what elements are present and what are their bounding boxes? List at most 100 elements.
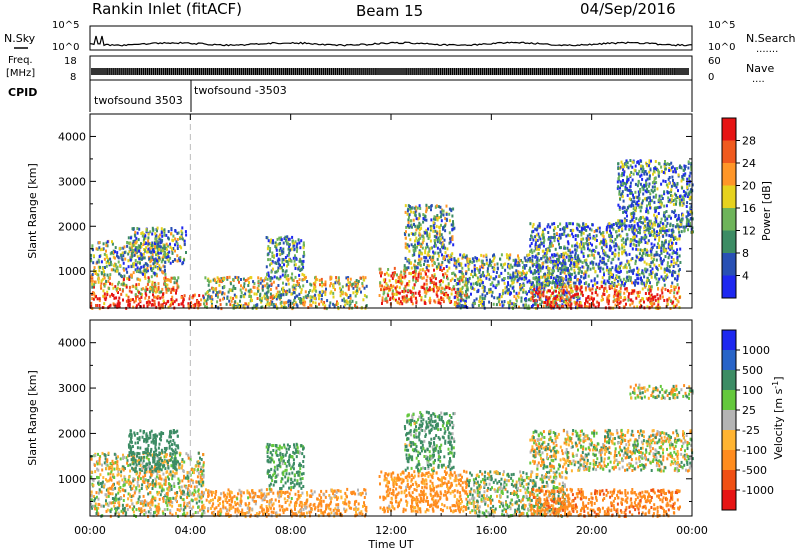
data-cell [154, 250, 157, 254]
data-cell [418, 271, 421, 275]
data-cell [440, 263, 443, 267]
data-cell [267, 245, 270, 249]
data-cell [319, 283, 321, 287]
data-cell [347, 277, 349, 281]
data-cell [419, 223, 422, 227]
data-cell [552, 236, 555, 240]
data-cell [518, 263, 521, 267]
data-cell [659, 296, 662, 300]
data-cell [578, 270, 581, 273]
data-cell [627, 260, 630, 264]
data-cell [546, 248, 549, 252]
data-cell [574, 253, 577, 257]
data-cell [434, 244, 437, 248]
data-cell [182, 298, 185, 302]
data-cell [591, 223, 594, 227]
data-cell [302, 278, 305, 281]
data-cell [588, 242, 590, 246]
data-cell [134, 259, 137, 262]
data-cell [345, 299, 348, 303]
data-cell [651, 302, 654, 306]
data-cell [309, 282, 312, 286]
data-cell [473, 269, 476, 273]
data-cell [180, 246, 183, 250]
data-cell [552, 269, 555, 273]
data-cell [155, 253, 157, 257]
data-cell [129, 242, 132, 246]
data-cell [172, 247, 175, 250]
data-cell [630, 224, 633, 227]
data-cell [515, 297, 518, 301]
data-cell [592, 234, 595, 238]
data-cell [668, 265, 671, 269]
data-cell [347, 276, 350, 280]
data-cell [507, 254, 510, 258]
data-cell [643, 235, 646, 239]
data-cell [173, 281, 176, 285]
data-cell [482, 274, 485, 278]
data-cell [404, 256, 407, 260]
data-cell [688, 174, 691, 178]
data-cell [426, 253, 429, 257]
data-cell [145, 246, 148, 250]
data-cell [508, 304, 511, 308]
data-cell [539, 293, 542, 297]
data-cell [639, 299, 642, 303]
data-cell [216, 293, 219, 297]
data-cell [136, 260, 139, 264]
data-cell [617, 245, 620, 249]
data-cell [384, 297, 387, 301]
data-cell [604, 286, 607, 290]
data-cell [597, 305, 600, 308]
data-cell [582, 255, 585, 258]
data-cell [674, 297, 677, 301]
data-cell [419, 233, 422, 237]
data-cell [625, 280, 627, 284]
data-cell [298, 282, 300, 285]
data-cell [378, 294, 381, 297]
data-cell [199, 302, 202, 306]
data-cell [90, 304, 93, 308]
data-cell [517, 256, 520, 260]
data-cell [142, 304, 145, 308]
data-cell [267, 284, 270, 288]
data-cell [98, 304, 101, 307]
data-cell [519, 287, 522, 291]
data-cell [481, 304, 484, 307]
data-cell [426, 259, 429, 263]
data-cell [428, 286, 431, 290]
data-cell [622, 165, 625, 168]
data-cell [666, 302, 669, 306]
data-cell [489, 290, 492, 294]
data-cell [135, 246, 138, 250]
data-cell [286, 264, 288, 268]
data-cell [349, 302, 352, 306]
data-cell [415, 299, 418, 303]
data-cell [560, 246, 562, 250]
data-cell [581, 293, 584, 297]
data-cell [577, 234, 580, 238]
data-cell [212, 290, 215, 294]
data-cell [240, 294, 242, 298]
data-cell [614, 248, 617, 252]
data-cell [303, 273, 306, 277]
data-cell [294, 275, 297, 279]
data-cell [624, 251, 627, 255]
data-cell [205, 299, 208, 303]
data-cell [145, 301, 148, 305]
data-cell [430, 257, 433, 261]
data-cell [433, 281, 436, 285]
data-cell [508, 266, 511, 270]
data-cell [174, 277, 176, 281]
data-cell [639, 304, 642, 307]
data-cell [426, 275, 429, 279]
data-cell [399, 277, 402, 281]
data-cell [103, 276, 106, 280]
data-cell [401, 280, 404, 284]
data-cell [137, 277, 140, 281]
data-cell [589, 227, 592, 231]
data-cell [597, 226, 600, 230]
data-cell [608, 271, 610, 274]
data-cell [495, 283, 498, 287]
data-cell [466, 288, 469, 292]
